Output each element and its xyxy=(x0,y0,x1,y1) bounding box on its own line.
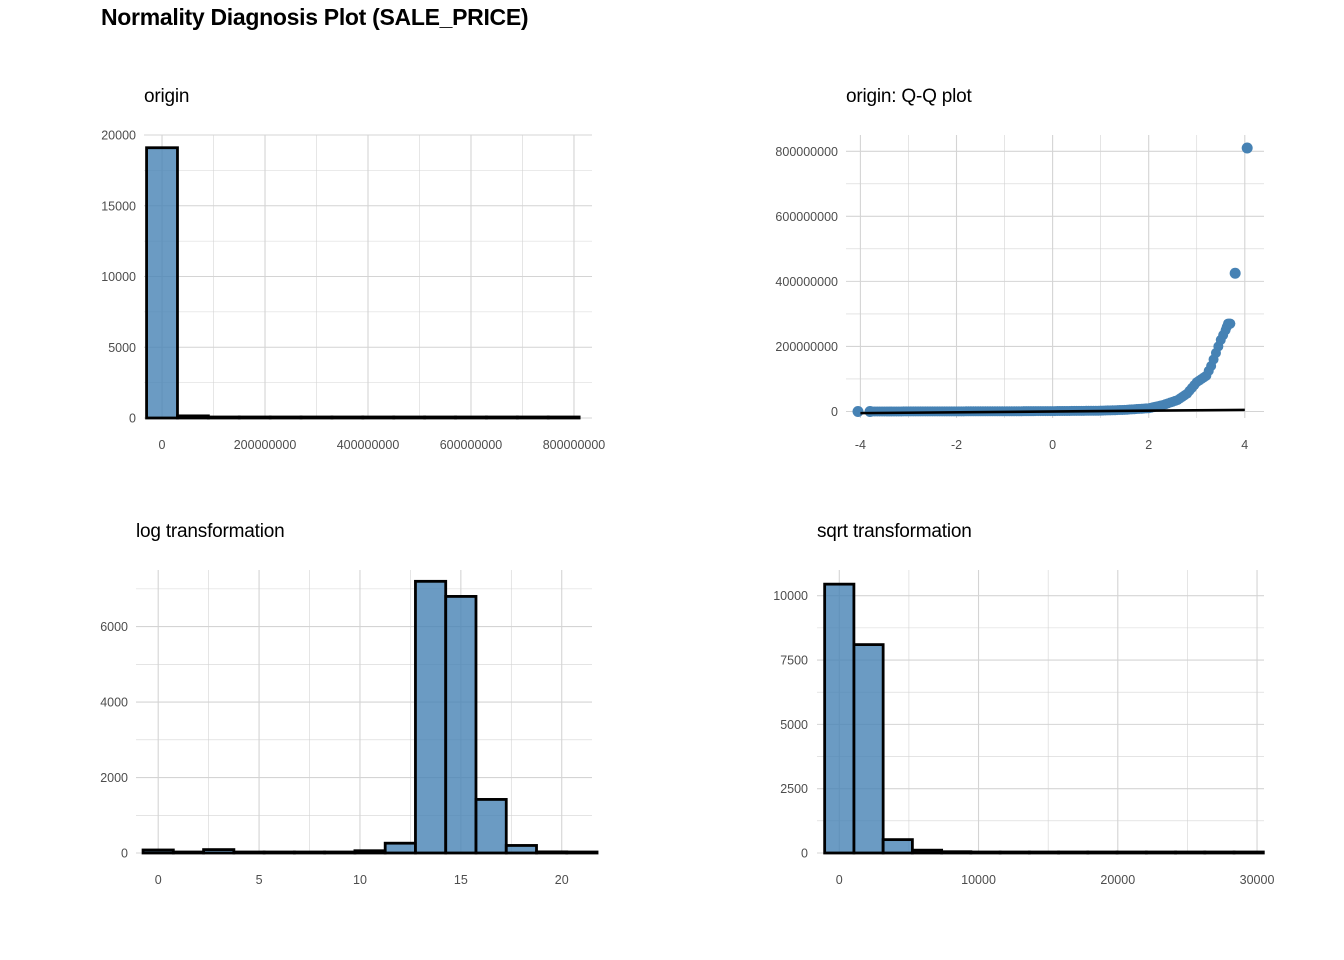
y-tick-label: 2500 xyxy=(780,782,808,796)
histogram-bar xyxy=(1027,850,1061,855)
x-tick-label: 10000 xyxy=(961,873,996,887)
qq-point xyxy=(1225,318,1236,329)
x-tick-label: 600000000 xyxy=(440,438,503,452)
histogram-bar xyxy=(444,595,478,855)
x-tick-label: 0 xyxy=(836,873,843,887)
histogram-bar xyxy=(969,850,1002,855)
y-tick-label: 0 xyxy=(801,847,808,861)
x-tick-label: 20000 xyxy=(1100,873,1135,887)
y-tick-label: 2000 xyxy=(100,771,128,785)
x-tick-label: 200000000 xyxy=(234,438,297,452)
panel-title-sqrt-transformation: sqrt transformation xyxy=(817,521,972,542)
x-tick-label: -2 xyxy=(951,438,962,452)
x-tick-label: 400000000 xyxy=(337,438,400,452)
histogram-bar xyxy=(1203,850,1236,855)
y-tick-label: 0 xyxy=(121,847,128,861)
histogram-bar xyxy=(414,579,448,855)
y-tick-label: 7500 xyxy=(780,654,808,668)
y-tick-label: 0 xyxy=(129,412,136,426)
qq-reference-line xyxy=(860,408,1245,415)
y-tick-label: 200000000 xyxy=(775,340,838,354)
histogram-bar xyxy=(504,844,538,855)
histogram-bar xyxy=(910,848,944,855)
histogram-bar xyxy=(1232,850,1265,855)
y-tick-label: 800000000 xyxy=(775,145,838,159)
y-tick-label: 0 xyxy=(831,405,838,419)
x-tick-label: 0 xyxy=(159,438,166,452)
histogram-bar xyxy=(474,798,508,855)
x-tick-label: 30000 xyxy=(1240,873,1275,887)
histogram-bar xyxy=(852,643,885,855)
histogram-bar xyxy=(565,850,599,855)
y-tick-label: 400000000 xyxy=(775,275,838,289)
histogram-bar xyxy=(1086,850,1119,855)
y-tick-label: 600000000 xyxy=(775,210,838,224)
y-tick-label: 20000 xyxy=(101,129,136,143)
y-tick-label: 6000 xyxy=(100,620,128,634)
qq-point xyxy=(1241,142,1253,154)
histogram-bar xyxy=(1144,850,1177,855)
x-tick-label: 5 xyxy=(256,873,263,887)
x-tick-label: 20 xyxy=(555,873,569,887)
y-tick-label: 5000 xyxy=(780,718,808,732)
histogram-bar xyxy=(1174,850,1207,855)
y-tick-label: 4000 xyxy=(100,696,128,710)
x-tick-label: 0 xyxy=(1049,438,1056,452)
x-tick-label: -4 xyxy=(855,438,866,452)
x-tick-label: 15 xyxy=(454,873,468,887)
panel-title-log-transformation: log transformation xyxy=(136,521,285,542)
y-tick-label: 5000 xyxy=(108,341,136,355)
x-tick-label: 10 xyxy=(353,873,367,887)
y-tick-label: 10000 xyxy=(773,589,808,603)
histogram-bar xyxy=(1057,850,1090,855)
histogram-bar xyxy=(1115,850,1148,855)
histogram-bar xyxy=(998,850,1031,855)
histogram-bar xyxy=(881,838,914,855)
x-tick-label: 800000000 xyxy=(543,438,606,452)
x-tick-label: 4 xyxy=(1241,438,1248,452)
qq-point xyxy=(1229,267,1241,279)
histogram-bar xyxy=(823,582,856,855)
chart-title: Normality Diagnosis Plot (SALE_PRICE) xyxy=(101,4,529,30)
panel-title-qq-plot: origin: Q-Q plot xyxy=(846,86,972,107)
histogram-bar xyxy=(940,850,973,855)
panel-title-origin: origin xyxy=(144,86,190,107)
histogram-bar xyxy=(145,146,179,420)
x-tick-label: 0 xyxy=(155,873,162,887)
histogram-bar xyxy=(546,415,581,420)
x-tick-label: 2 xyxy=(1145,438,1152,452)
y-tick-label: 15000 xyxy=(101,199,136,213)
y-tick-label: 10000 xyxy=(101,270,136,284)
